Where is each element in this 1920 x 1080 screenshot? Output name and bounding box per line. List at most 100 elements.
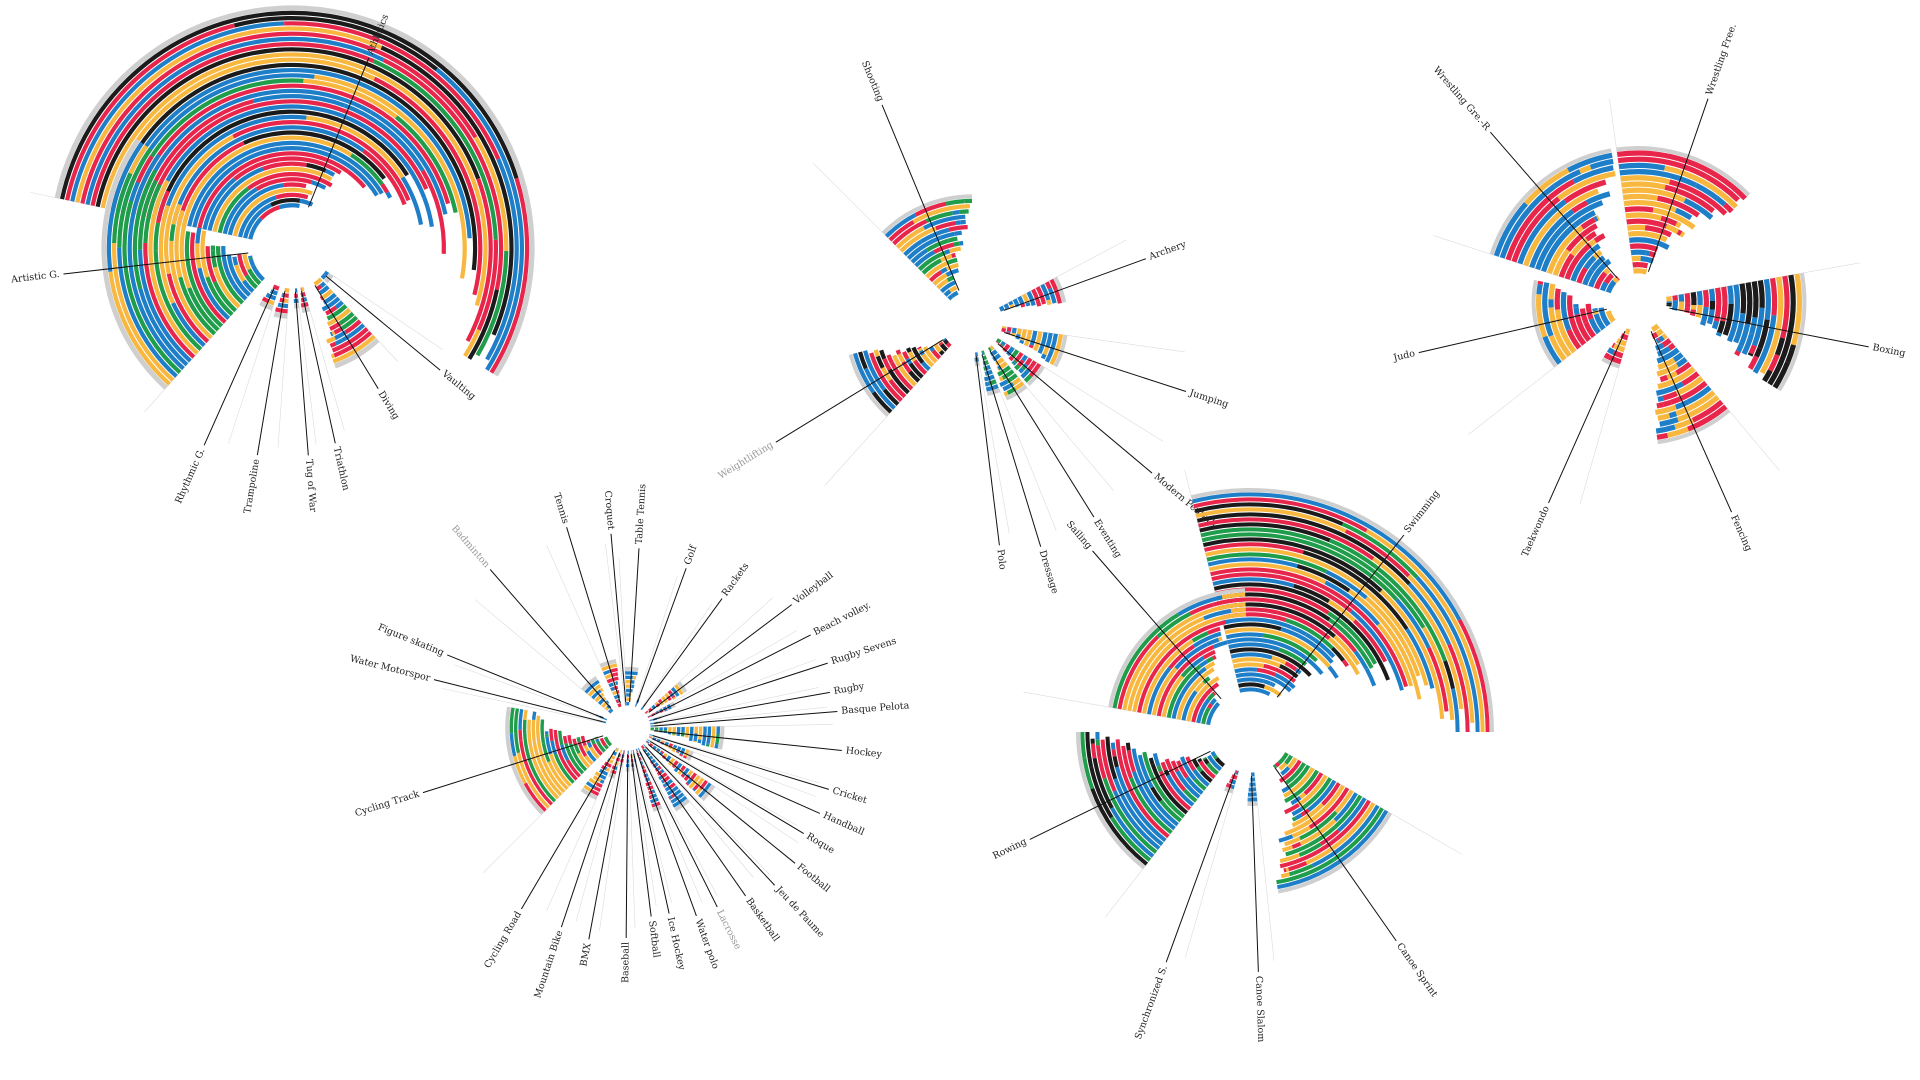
medal-bar — [1548, 299, 1554, 308]
sport-label: Dressage — [1037, 549, 1061, 596]
medal-bar — [1014, 364, 1021, 371]
medal-bar — [244, 274, 258, 290]
medal-bar — [1044, 281, 1052, 290]
sport-label: Diving — [376, 389, 402, 421]
medal-bar — [1092, 757, 1114, 809]
medal-bar — [1665, 223, 1680, 234]
medal-bar — [303, 78, 398, 119]
medal-bar — [509, 707, 515, 734]
medal-bar — [707, 726, 712, 738]
medal-bar — [1307, 779, 1337, 812]
medal-bar — [1205, 547, 1401, 628]
medal-bar — [648, 743, 654, 748]
medal-bar — [650, 761, 653, 765]
medal-bar — [912, 211, 934, 224]
medal-bar — [664, 788, 668, 792]
medal-bar — [650, 722, 654, 725]
medal-bar — [1251, 772, 1255, 777]
medal-bar — [1293, 864, 1314, 875]
sector-guide — [1105, 763, 1226, 918]
sport-rim — [505, 706, 544, 815]
medal-bar — [1410, 646, 1429, 686]
medal-bar — [583, 744, 590, 752]
medal-bar — [1683, 198, 1714, 220]
medal-bar — [701, 735, 707, 746]
medal-bar — [259, 205, 281, 221]
medal-bar — [169, 223, 176, 242]
medal-bar — [649, 720, 653, 722]
medal-bar — [964, 198, 972, 204]
medal-bar — [155, 190, 171, 224]
sport-axis — [1276, 534, 1405, 698]
medal-bar — [1185, 776, 1204, 795]
medal-bar — [1171, 693, 1184, 719]
medal-bar — [626, 702, 630, 706]
medal-bar — [948, 285, 958, 293]
medal-bar — [975, 352, 977, 357]
medal-bar — [1333, 792, 1358, 822]
medal-bar — [1319, 829, 1340, 846]
medal-bar — [331, 330, 336, 336]
medal-bar — [190, 232, 227, 324]
medal-bar — [300, 287, 302, 292]
sector-guide — [546, 545, 620, 709]
medal-bar — [275, 307, 282, 313]
medal-bar — [1209, 697, 1217, 706]
medal-bar — [938, 341, 944, 346]
medal-bar — [200, 230, 210, 278]
sport-axis — [653, 691, 830, 724]
medal-bar — [1365, 596, 1421, 677]
medal-bar — [182, 135, 353, 226]
medal-bar — [1727, 285, 1734, 304]
medal-bar — [946, 275, 955, 283]
medal-bar — [313, 277, 323, 286]
medal-bar — [1006, 326, 1012, 332]
medal-bar — [1273, 689, 1282, 697]
sport-label: Softball — [646, 920, 661, 958]
medal-bar — [1664, 184, 1715, 214]
medal-bar — [1379, 589, 1433, 666]
medal-bar — [1289, 871, 1295, 877]
medal-bar — [1290, 625, 1308, 637]
medal-bar — [1290, 795, 1302, 806]
sector-guide — [633, 749, 672, 903]
medal-bar — [338, 311, 355, 326]
medal-bar — [660, 743, 664, 746]
medal-bar — [1661, 333, 1668, 340]
medal-bar — [1666, 304, 1672, 307]
medal-bar — [1137, 782, 1176, 831]
medal-bar — [643, 748, 648, 753]
medal-bar — [325, 305, 338, 316]
medal-bar — [340, 315, 359, 331]
medal-bar — [1294, 667, 1302, 675]
medal-bar — [623, 750, 625, 754]
medal-bar — [1711, 320, 1719, 330]
medal-bar — [1640, 255, 1655, 264]
medal-bar — [664, 779, 673, 787]
medal-bar — [215, 246, 244, 305]
medal-bar — [576, 737, 581, 743]
medal-bar — [1332, 807, 1384, 862]
medal-bar — [634, 703, 637, 707]
medal-bar — [659, 701, 665, 706]
medal-bar — [1176, 667, 1215, 720]
sport-label: Roque — [804, 831, 836, 856]
medal-bar — [1686, 385, 1712, 405]
medal-bar — [1025, 301, 1031, 307]
cluster-water-sports: Swimming Canoe Sprint Canoe Slalom Synchron… — [991, 469, 1494, 1042]
medal-bar — [1299, 818, 1337, 846]
medal-bar — [1023, 374, 1033, 383]
medal-bar — [1080, 732, 1087, 759]
medal-bar — [687, 770, 694, 777]
medal-bar — [1662, 391, 1678, 401]
medal-bar — [255, 177, 313, 191]
medal-bar — [999, 379, 1009, 388]
medal-bar — [586, 750, 597, 762]
medal-bar — [169, 257, 213, 340]
medal-bar — [1558, 253, 1575, 278]
medal-bar — [1352, 619, 1388, 663]
medal-bar — [594, 695, 602, 703]
medal-bar — [608, 710, 612, 714]
medal-bar — [664, 744, 668, 747]
medal-bar — [400, 176, 424, 226]
